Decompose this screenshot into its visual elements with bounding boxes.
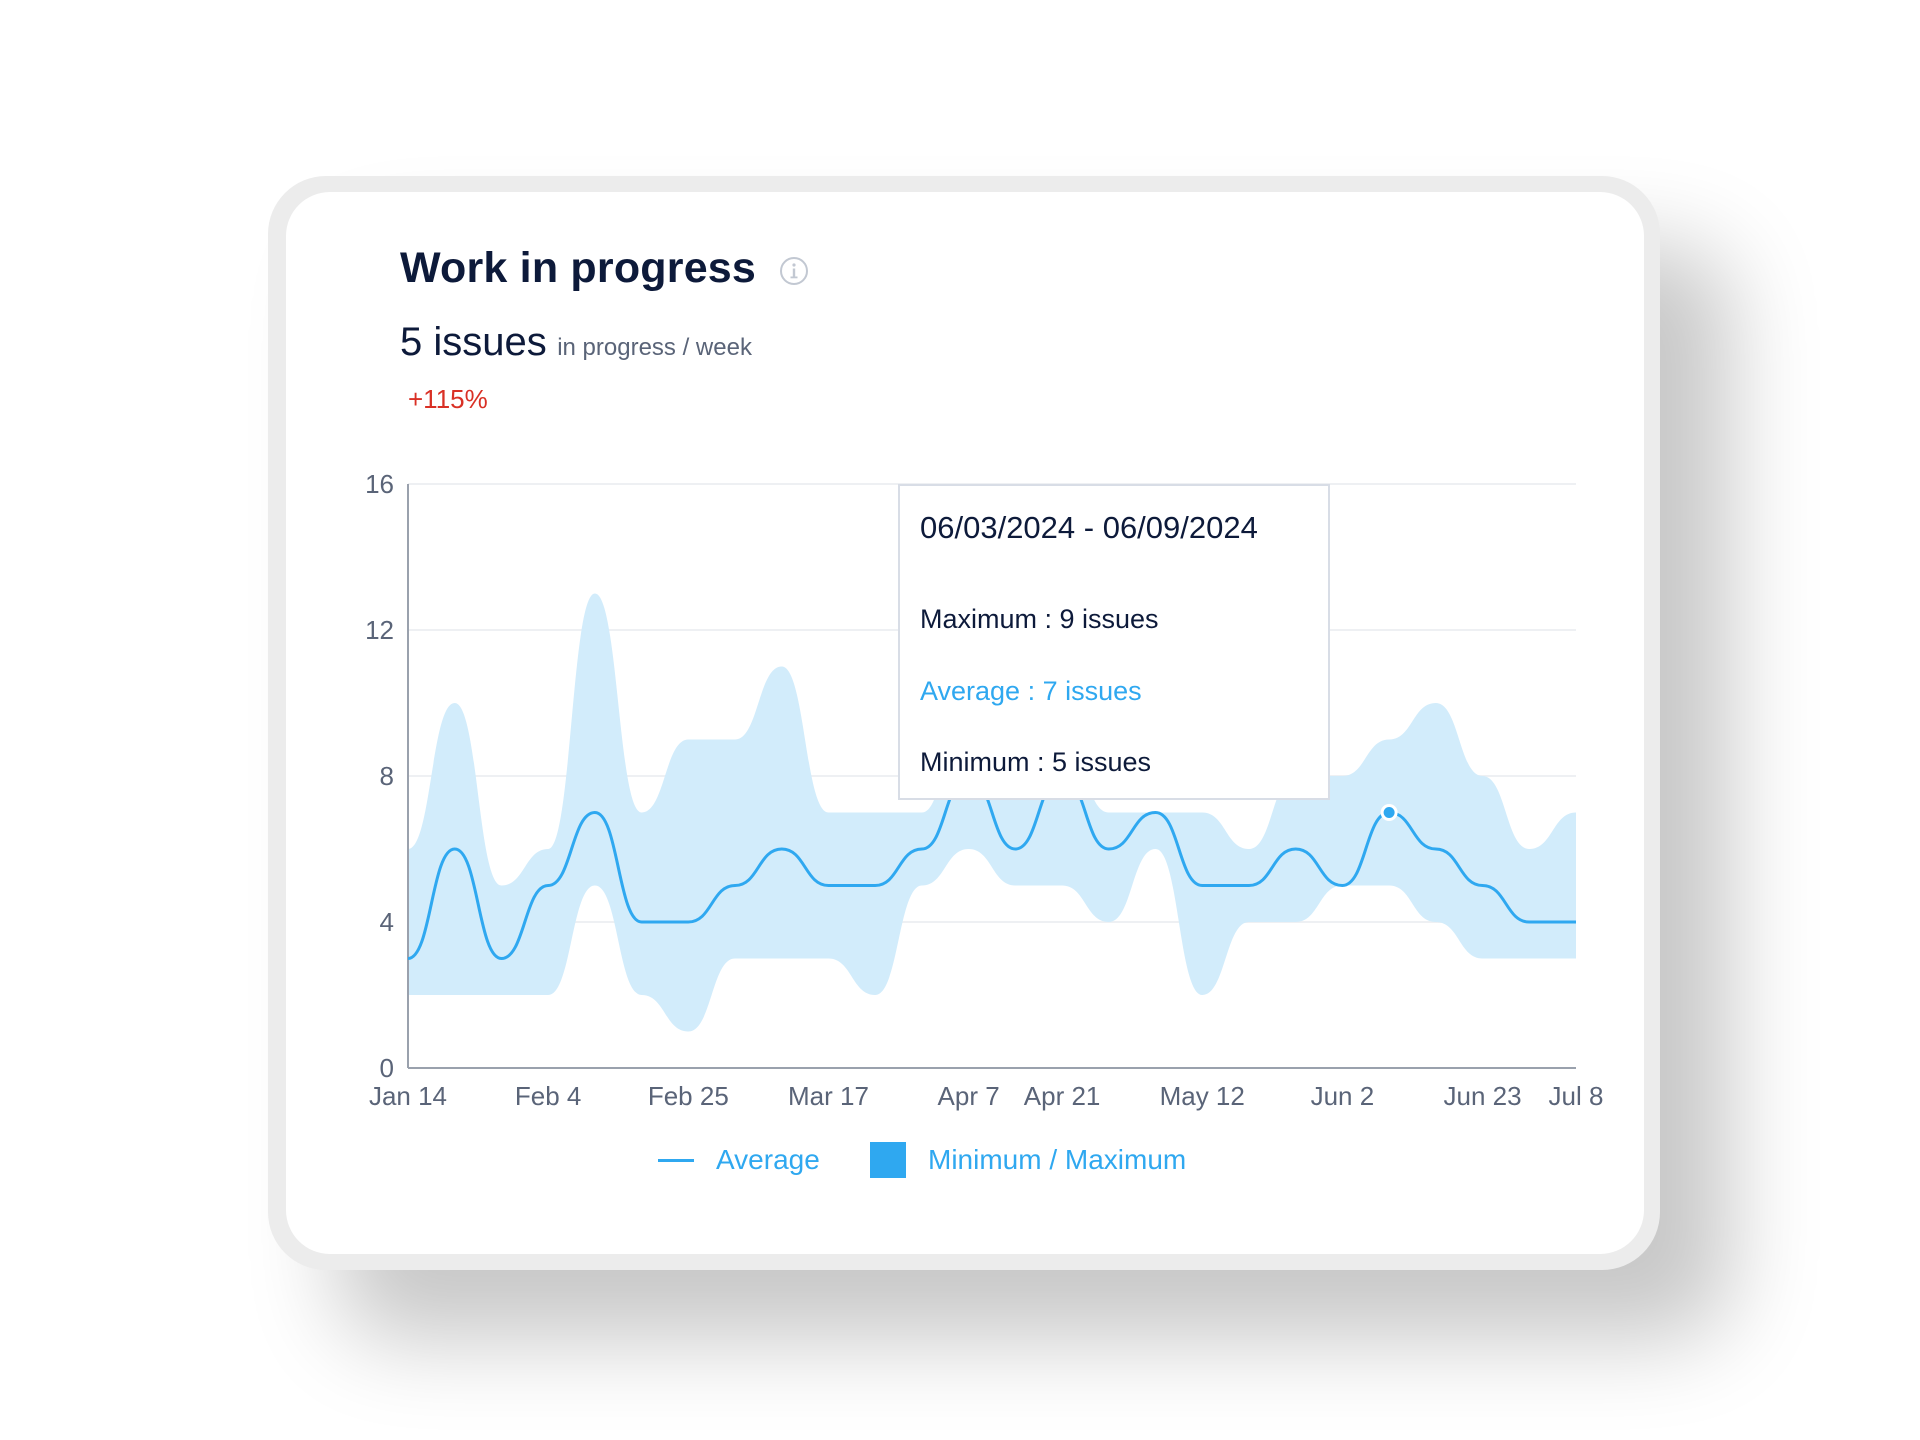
card-title: Work in progress bbox=[400, 244, 757, 292]
metric-unit: in progress / week bbox=[557, 334, 752, 361]
x-tick-label: Feb 4 bbox=[515, 1081, 582, 1111]
range-swatch bbox=[870, 1142, 906, 1178]
x-tick-label: Apr 7 bbox=[938, 1081, 1000, 1111]
tooltip-maximum: Maximum : 9 issues bbox=[920, 604, 1159, 634]
change-badge: +115% bbox=[408, 384, 488, 414]
average-line-swatch bbox=[658, 1158, 694, 1162]
legend-label-range: Minimum / Maximum bbox=[928, 1144, 1187, 1175]
highlight-point bbox=[1380, 804, 1398, 821]
tooltip-minimum: Minimum : 5 issues bbox=[920, 747, 1152, 777]
tooltip-average: Average : 7 issues bbox=[920, 676, 1142, 706]
y-tick-label: 16 bbox=[365, 469, 394, 499]
y-tick-label: 12 bbox=[365, 615, 394, 645]
metric-value: 5 issues bbox=[400, 320, 547, 364]
x-tick-label: May 12 bbox=[1160, 1081, 1245, 1111]
legend-label-average: Average bbox=[716, 1144, 820, 1175]
y-tick-label: 0 bbox=[380, 1053, 394, 1083]
x-tick-label: Jul 8 bbox=[1549, 1081, 1604, 1111]
legend-item-average[interactable]: Average bbox=[658, 1140, 820, 1180]
y-tick-label: 4 bbox=[380, 907, 394, 937]
x-tick-label: Jun 2 bbox=[1311, 1081, 1375, 1111]
x-tick-label: Feb 25 bbox=[648, 1081, 729, 1111]
metric-summary: 5 issues in progress / week bbox=[400, 320, 752, 365]
x-tick-label: Apr 21 bbox=[1024, 1081, 1101, 1111]
info-icon[interactable] bbox=[779, 256, 809, 286]
x-tick-label: Jun 23 bbox=[1444, 1081, 1522, 1111]
chart-tooltip: 06/03/2024 - 06/09/2024 Maximum : 9 issu… bbox=[898, 484, 1330, 800]
x-tick-label: Mar 17 bbox=[788, 1081, 869, 1111]
work-in-progress-card: Work in progress 5 issues in progress / … bbox=[286, 192, 1644, 1254]
legend-item-range[interactable]: Minimum / Maximum bbox=[870, 1140, 1186, 1180]
tooltip-date-range: 06/03/2024 - 06/09/2024 bbox=[920, 510, 1258, 545]
y-tick-label: 8 bbox=[380, 761, 394, 791]
x-tick-label: Jan 14 bbox=[369, 1081, 447, 1111]
